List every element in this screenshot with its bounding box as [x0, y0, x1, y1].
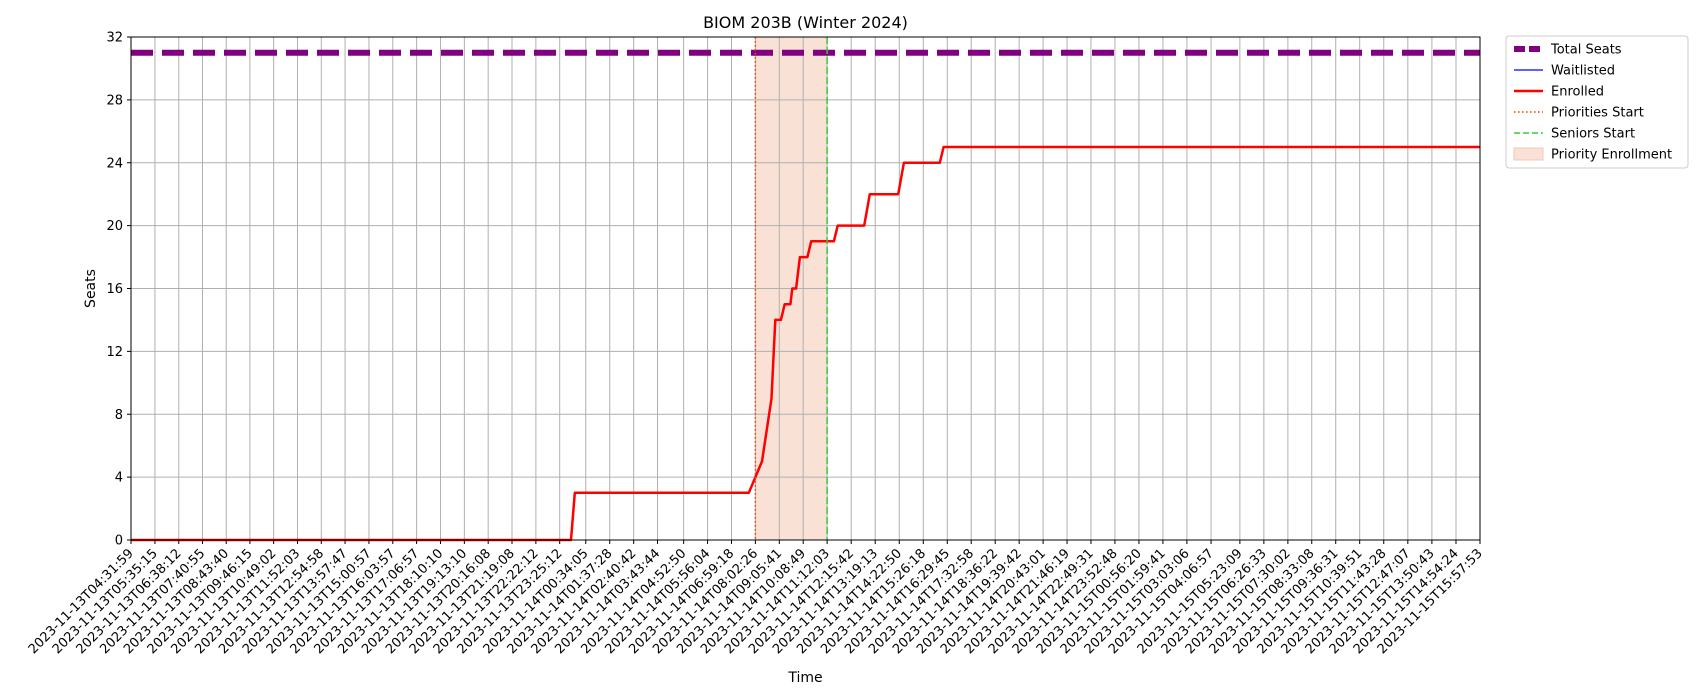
legend-label-waitlisted: Waitlisted	[1551, 64, 1615, 79]
y-tick-label: 16	[106, 282, 123, 297]
x-tick-layer: 2023-11-13T04:31:592023-11-13T05:35:1520…	[26, 540, 1486, 657]
chart-title: BIOM 203B (Winter 2024)	[703, 13, 908, 32]
y-tick-label: 28	[106, 93, 123, 108]
legend: Total Seats Waitlisted Enrolled Priorities …	[1505, 35, 1689, 169]
legend-handle-priority-enrollment	[1513, 147, 1544, 161]
legend-label-total-seats: Total Seats	[1550, 43, 1622, 58]
y-tick-label: 4	[115, 471, 123, 486]
series-enrolled-line	[131, 145, 1480, 542]
y-tick-label: 12	[106, 345, 123, 360]
y-tick-label: 32	[106, 31, 123, 46]
legend-label-priority-enrollment: Priority Enrollment	[1551, 148, 1672, 163]
x-axis-title: Time	[787, 670, 822, 686]
y-tick-label: 0	[115, 534, 123, 549]
legend-label-enrolled: Enrolled	[1551, 85, 1604, 100]
vline-layer	[754, 37, 828, 540]
series-layer	[131, 49, 1480, 542]
y-tick-layer: 0 4 8 12 16 20 24 28 32	[106, 31, 131, 549]
y-tick-label: 8	[115, 408, 123, 423]
legend-label-seniors-start: Seniors Start	[1551, 127, 1635, 142]
y-tick-label: 24	[106, 156, 123, 171]
legend-box	[1505, 35, 1689, 169]
legend-label-priorities-start: Priorities Start	[1551, 106, 1644, 121]
y-axis-title: Seats	[83, 269, 99, 308]
y-tick-label: 20	[106, 219, 123, 234]
